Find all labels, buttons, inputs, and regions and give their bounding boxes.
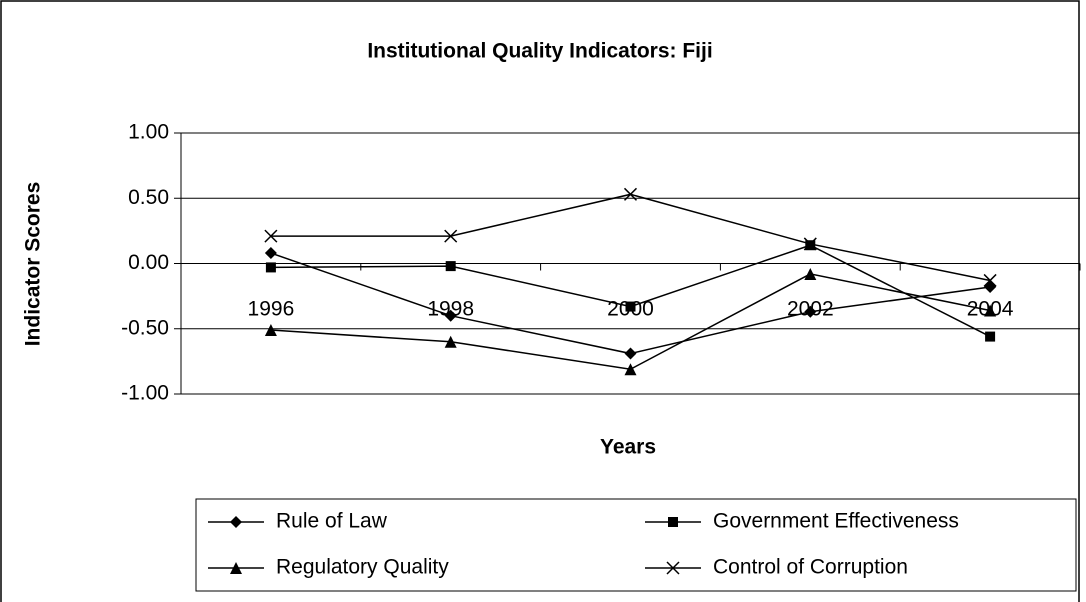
y-tick-label: 0.00 (128, 251, 169, 274)
marker (444, 335, 457, 348)
marker (803, 237, 817, 251)
marker (265, 262, 276, 273)
legend-label: Government Effectiveness (713, 510, 959, 533)
marker (624, 363, 637, 376)
marker (668, 517, 678, 527)
marker (444, 309, 457, 322)
marker (805, 240, 816, 251)
marker (444, 229, 458, 243)
marker (264, 229, 278, 243)
x-tick-label: 1998 (427, 298, 474, 321)
marker (985, 331, 996, 342)
y-axis-label: Indicator Scores (22, 182, 45, 347)
marker (264, 324, 277, 337)
marker (230, 516, 242, 528)
chart-title: Institutional Quality Indicators: Fiji (367, 40, 712, 63)
marker (625, 301, 636, 312)
marker (264, 247, 277, 260)
marker (804, 267, 817, 280)
y-tick-label: 0.50 (128, 186, 169, 209)
legend-label: Regulatory Quality (276, 556, 449, 579)
x-axis-label: Years (600, 436, 656, 459)
legend-label: Control of Corruption (713, 556, 908, 579)
y-tick-label: 1.00 (128, 121, 169, 144)
marker (445, 261, 456, 272)
y-tick-label: -1.00 (121, 382, 169, 405)
marker (230, 562, 242, 574)
marker (666, 561, 680, 575)
marker (623, 187, 638, 201)
y-tick-label: -0.50 (121, 316, 169, 339)
legend-box (195, 498, 1077, 592)
marker (983, 273, 997, 287)
marker (624, 347, 637, 360)
x-tick-label: 1996 (248, 298, 295, 321)
marker (804, 305, 817, 318)
marker (984, 304, 997, 317)
legend-label: Rule of Law (276, 510, 388, 533)
